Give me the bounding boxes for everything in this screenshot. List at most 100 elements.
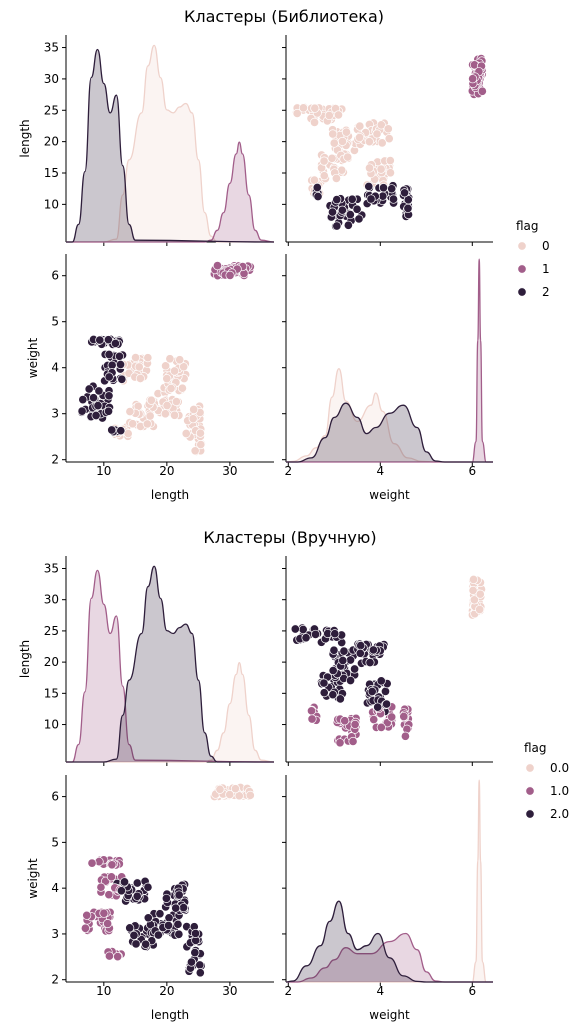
scatter-point-series-0 (190, 446, 200, 456)
scatter-point-series-0 (328, 129, 338, 139)
scatter-point-series-0 (196, 440, 206, 450)
scatter-point-series-0 (355, 121, 365, 131)
scatter-point-series-1.0 (104, 890, 114, 900)
x-axis-label: length (151, 488, 189, 502)
scatter-point-series-1.0 (340, 716, 350, 726)
y-tick-label: 3 (51, 407, 59, 421)
y-tick-label: 10 (44, 197, 59, 211)
scatter-point-series-2.0 (143, 882, 153, 892)
scatter-point-series-2.0 (298, 624, 308, 635)
scatter-point-series-0 (337, 136, 348, 146)
scatter-point-series-2.0 (328, 690, 338, 700)
legend-marker (517, 287, 527, 297)
legend-label: 2 (542, 285, 550, 299)
scatter-point-series-2.0 (171, 903, 181, 913)
scatter-point-series-0.0 (469, 574, 479, 585)
scatter-point-series-0 (142, 419, 152, 429)
scatter-point-series-2 (104, 372, 114, 382)
scatter-point-series-0 (125, 407, 135, 417)
legend-marker (517, 241, 527, 251)
scatter-point-series-1.0 (350, 719, 360, 730)
scatter-point-series-0 (181, 428, 191, 439)
scatter-point-series-0 (165, 354, 175, 364)
scatter-point-series-2.0 (164, 913, 174, 923)
scatter-point-series-1.0 (99, 908, 109, 918)
scatter-point-series-1.0 (348, 736, 358, 746)
scatter-point-series-0 (146, 395, 156, 405)
scatter-point-series-0 (188, 414, 198, 424)
legend-title: flag (524, 741, 547, 755)
scatter-point-series-0.0 (469, 595, 479, 605)
scatter-point-series-1.0 (80, 923, 90, 933)
y-tick-label: 25 (44, 624, 59, 638)
scatter-point-series-2.0 (380, 686, 391, 696)
scatter-point-series-2.0 (328, 666, 338, 676)
scatter-point-series-2 (378, 183, 389, 193)
scatter-point-series-0 (376, 120, 386, 130)
scatter-point-series-2.0 (195, 968, 205, 978)
kde-length-series-0 (65, 44, 274, 243)
scatter-point-series-2.0 (368, 645, 378, 655)
legend-label: 2.0 (550, 807, 569, 821)
scatter-point-series-0 (131, 352, 141, 363)
scatter-point-series-1 (477, 86, 487, 96)
x-tick-label: 2 (284, 464, 292, 478)
x-tick-label: 30 (222, 464, 237, 478)
scatter-point-series-0 (327, 153, 337, 163)
scatter-point-series-2 (103, 335, 113, 345)
scatter-point-series-2.0 (116, 886, 126, 896)
scatter-point-series-0 (169, 410, 180, 420)
scatter-point-series-0 (385, 168, 396, 178)
x-tick-label: 4 (376, 464, 384, 478)
chart-title-1: Кластеры (Библиотека) (184, 7, 384, 26)
scatter-point-series-0.0 (234, 791, 244, 801)
scatter-point-series-0 (162, 374, 172, 384)
scatter-point-series-2.0 (141, 939, 151, 949)
scatter-point-series-2.0 (339, 646, 349, 656)
scatter-point-series-0 (329, 138, 339, 148)
y-tick-label: 2 (51, 973, 59, 987)
scatter-point-series-1.0 (87, 858, 97, 868)
scatter-point-series-0 (298, 103, 308, 113)
scatter-point-series-0 (128, 419, 138, 429)
scatter-point-series-0.0 (475, 589, 485, 599)
y-tick-label: 4 (51, 361, 59, 375)
scatter-point-series-0 (383, 124, 393, 134)
scatter-point-series-2 (94, 386, 104, 396)
scatter-point-series-0 (175, 355, 185, 365)
x-tick-label: 4 (376, 984, 384, 998)
scatter-point-series-2.0 (179, 903, 189, 913)
scatter-point-series-2 (95, 335, 105, 345)
scatter-point-series-1.0 (399, 711, 409, 722)
legend-title: flag (516, 219, 539, 233)
scatter-point-series-0 (177, 383, 187, 393)
scatter-point-series-1.0 (387, 712, 397, 722)
scatter-point-series-1.0 (306, 706, 317, 716)
scatter-point-series-2 (117, 374, 127, 384)
scatter-point-series-0 (343, 152, 353, 162)
scatter-point-series-2.0 (190, 928, 201, 938)
kde-weight-series-0 (285, 368, 493, 463)
scatter-point-series-2.0 (345, 655, 356, 665)
scatter-point-series-2 (400, 188, 410, 198)
scatter-point-series-2 (345, 210, 355, 220)
scatter-point-series-2 (403, 203, 413, 213)
y-axis-label: weight (26, 337, 40, 378)
x-tick-label: 10 (96, 464, 111, 478)
y-tick-label: 5 (51, 835, 59, 849)
scatter-point-series-0 (331, 173, 341, 183)
scatter-point-series-2 (378, 191, 388, 201)
scatter-point-series-0 (364, 163, 375, 173)
x-tick-label: 20 (159, 984, 174, 998)
scatter-point-series-0 (319, 156, 329, 166)
scatter-point-series-2 (352, 204, 362, 214)
y-tick-label: 15 (44, 686, 59, 700)
y-tick-label: 25 (44, 103, 59, 117)
scatter-point-series-2.0 (125, 923, 135, 933)
scatter-point-series-2 (343, 220, 353, 230)
scatter-point-series-2.0 (329, 645, 339, 655)
scatter-point-series-2.0 (174, 890, 184, 900)
scatter-point-series-2 (332, 195, 342, 205)
scatter-point-series-0.0 (468, 585, 478, 595)
scatter-point-series-2 (114, 351, 125, 361)
